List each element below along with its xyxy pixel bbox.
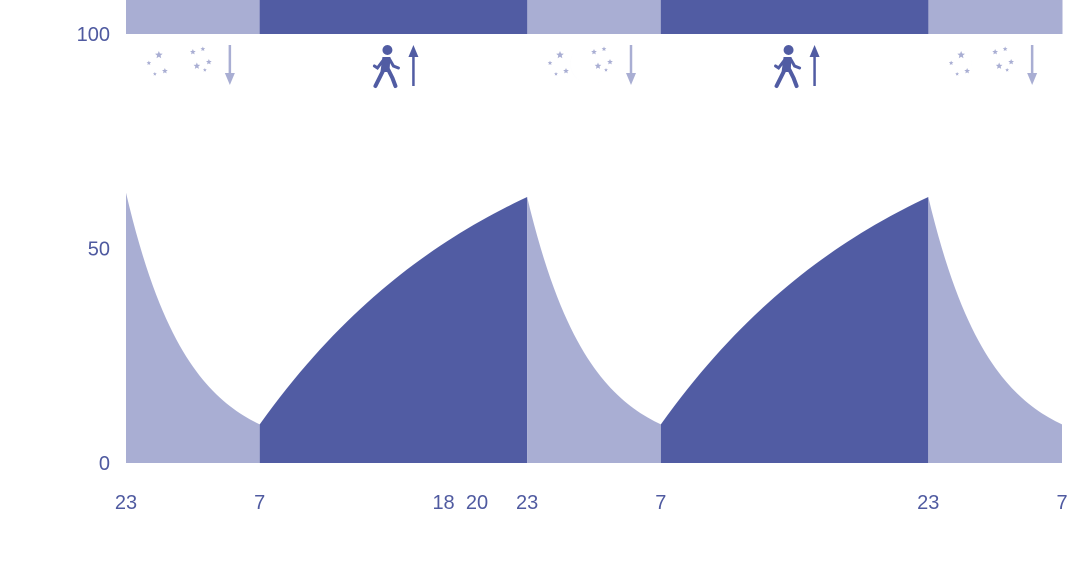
x-tick-label: 23 xyxy=(516,492,538,514)
phase-band xyxy=(126,0,1063,34)
x-tick-label: 23 xyxy=(917,492,939,514)
band-segment-wake-3 xyxy=(660,0,929,34)
area-sleep-4 xyxy=(928,197,1062,463)
stars-icon xyxy=(948,46,1014,76)
area-sleep-2 xyxy=(527,197,661,463)
band-segment-wake-1 xyxy=(259,0,528,34)
wake-icon-group-3 xyxy=(774,45,820,88)
phase-icons xyxy=(146,45,1038,88)
walking-person-icon xyxy=(372,45,400,88)
phase-areas xyxy=(126,192,1062,464)
arrow-up-icon xyxy=(809,45,820,86)
sleep-icon-group-0 xyxy=(146,45,235,85)
x-tick-label: 18 xyxy=(432,492,454,514)
arrow-up-icon xyxy=(408,45,419,86)
arrow-down-icon xyxy=(224,45,235,85)
y-tick-label: 50 xyxy=(88,239,110,261)
area-wake-3 xyxy=(660,197,929,463)
band-end-cap xyxy=(1054,0,1062,34)
x-tick-label: 20 xyxy=(466,492,488,514)
area-sleep-0 xyxy=(126,192,260,464)
band-segment-sleep-0 xyxy=(126,0,261,34)
stars-icon xyxy=(146,46,212,76)
arrow-down-icon xyxy=(626,45,636,85)
x-tick-label: 7 xyxy=(254,492,265,514)
x-tick-label: 7 xyxy=(655,492,666,514)
walking-person-icon xyxy=(774,45,802,88)
y-axis: 0 50 100 xyxy=(77,24,110,475)
area-wake-1 xyxy=(259,197,528,463)
x-tick-label: 7 xyxy=(1056,492,1067,514)
x-tick-label: 23 xyxy=(115,492,137,514)
arrow-down-icon xyxy=(1027,45,1038,85)
x-axis: 23 7 18 20 23 7 23 7 xyxy=(115,492,1068,514)
y-tick-label: 100 xyxy=(77,24,110,46)
band-segment-sleep-2 xyxy=(527,0,662,34)
y-tick-label: 0 xyxy=(99,453,110,475)
band-segment-sleep-4 xyxy=(928,0,1063,34)
stars-icon xyxy=(547,46,613,76)
sleep-icon-group-4 xyxy=(948,45,1038,85)
wake-icon-group-1 xyxy=(372,45,419,88)
sleep-icon-group-2 xyxy=(547,45,636,85)
